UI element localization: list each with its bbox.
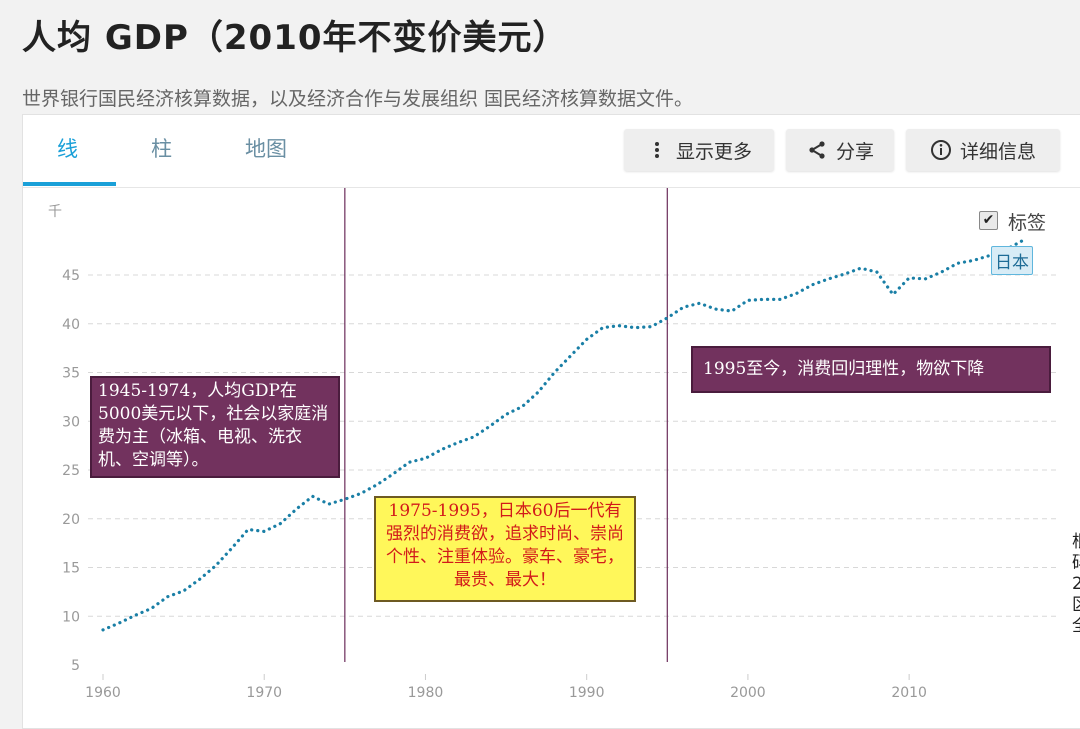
share-icon [806,139,828,161]
annotation-era-1995-now: 1995至今，消费回归理性，物欲下降 [691,346,1051,393]
edge-clipped-text: 根 码 2 区 全 [1072,532,1080,637]
label-checkbox[interactable]: ✔ [979,211,998,230]
details-label: 详细信息 [960,137,1036,164]
details-button[interactable]: 详细信息 [906,129,1060,171]
more-vertical-icon [646,139,668,161]
tab-line[interactable]: 线 [57,133,78,163]
page-subtitle: 世界银行国民经济核算数据，以及经济合作与发展组织 国民经济核算数据文件。 [22,84,693,111]
annotation-era-1945-1974: 1945-1974，人均GDP在5000美元以下，社会以家庭消费为主（冰箱、电视… [90,376,340,478]
series-label-japan: 日本 [991,246,1033,275]
show-more-button[interactable]: 显示更多 [624,129,774,171]
edge-text-line: 根 [1072,532,1080,553]
share-label: 分享 [836,137,874,164]
info-icon [930,139,952,161]
edge-text-line: 码 [1072,553,1080,574]
edge-text-line: 全 [1072,616,1080,637]
show-more-label: 显示更多 [676,137,752,164]
page-title: 人均 GDP（2010年不变价美元） [22,10,568,59]
edge-text-line: 2 [1072,574,1080,595]
share-button[interactable]: 分享 [786,129,894,171]
active-tab-indicator [23,182,116,186]
label-checkbox-text: 标签 [1008,208,1046,235]
tab-bar: 线 柱 地图 显示更多 分享 详细信息 [23,115,1080,188]
tab-map[interactable]: 地图 [245,133,287,163]
edge-text-line: 区 [1072,595,1080,616]
tab-bar-chart[interactable]: 柱 [151,133,172,163]
annotation-era-1975-1995: 1975-1995，日本60后一代有强烈的消费欲，追求时尚、崇尚个性、注重体验。… [374,496,636,602]
